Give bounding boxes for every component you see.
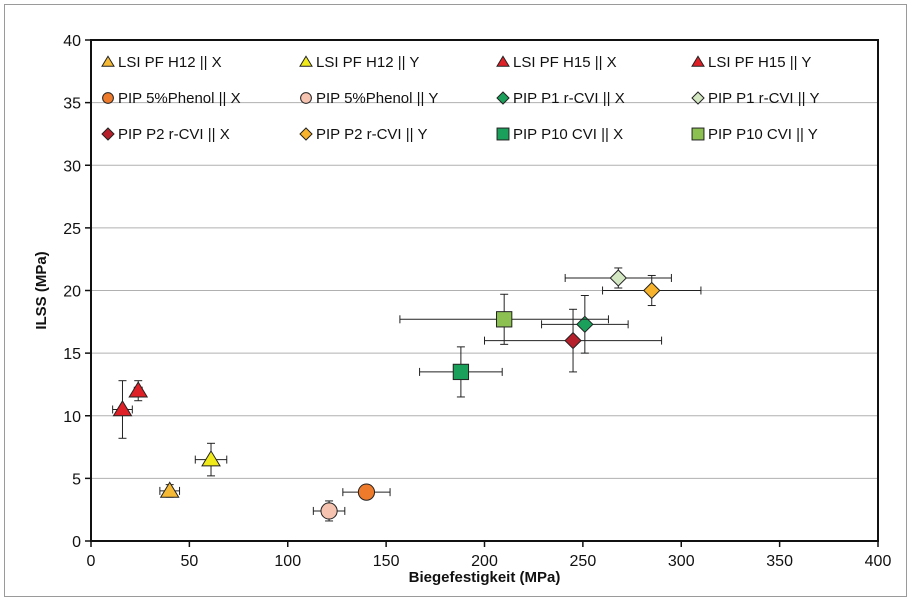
x-axis-label: Biegefestigkeit (MPa)	[409, 569, 561, 586]
y-tick-label-10: 10	[63, 409, 81, 426]
series-11-point-0-marker	[496, 311, 513, 328]
legend-label-4: PIP 5%Phenol || X	[118, 90, 241, 107]
legend-marker-9	[299, 127, 313, 141]
legend-marker-1	[299, 55, 313, 67]
x-tick-label-0: 0	[87, 553, 96, 570]
legend-marker-7	[691, 91, 705, 105]
legend-marker-8	[101, 127, 115, 141]
legend-marker-11	[691, 127, 705, 141]
y-tick-label-20: 20	[63, 284, 81, 301]
y-tick-label-40: 40	[63, 33, 81, 50]
legend-label-3: LSI PF H15 || Y	[708, 54, 811, 71]
legend-label-11: PIP P10 CVI || Y	[708, 126, 818, 143]
series-10-point-0-marker	[452, 363, 470, 381]
legend-label-5: PIP 5%Phenol || Y	[316, 90, 438, 107]
x-tick-label-350: 350	[766, 553, 793, 570]
legend-marker-10	[496, 127, 510, 141]
legend-marker-5	[300, 92, 312, 104]
legend-marker-6	[496, 91, 510, 105]
series-7-point-0-marker	[609, 269, 627, 287]
series-0-point-0-marker	[159, 481, 180, 498]
legend-label-0: LSI PF H12 || X	[118, 54, 222, 71]
legend-label-8: PIP P2 r-CVI || X	[118, 126, 230, 143]
legend-label-7: PIP P1 r-CVI || Y	[708, 90, 819, 107]
series-6-point-0-marker	[576, 315, 594, 334]
x-tick-label-200: 200	[471, 553, 498, 570]
x-tick-label-250: 250	[570, 553, 597, 570]
legend-label-1: LSI PF H12 || Y	[316, 54, 419, 71]
x-tick-label-300: 300	[668, 553, 695, 570]
y-tick-label-25: 25	[63, 221, 81, 238]
series-5-point-0-marker	[320, 502, 338, 520]
legend-label-2: LSI PF H15 || X	[513, 54, 617, 71]
x-tick-label-150: 150	[373, 553, 400, 570]
chart-frame	[4, 4, 907, 597]
legend-label-6: PIP P1 r-CVI || X	[513, 90, 625, 107]
legend-marker-0	[101, 55, 115, 67]
y-tick-label-5: 5	[72, 471, 81, 488]
y-axis-label: ILSS (MPa)	[33, 251, 50, 329]
legend-label-10: PIP P10 CVI || X	[513, 126, 623, 143]
x-tick-label-50: 50	[180, 553, 198, 570]
legend-marker-3	[691, 55, 705, 67]
x-tick-label-100: 100	[274, 553, 301, 570]
x-tick-label-400: 400	[865, 553, 892, 570]
series-4-point-0-marker	[357, 483, 376, 501]
y-tick-label-30: 30	[63, 158, 81, 175]
series-2-point-0-marker	[112, 399, 133, 417]
legend-marker-4	[102, 92, 114, 104]
series-1-point-0-marker	[201, 450, 221, 467]
legend-marker-2	[496, 55, 510, 67]
y-tick-label-15: 15	[63, 346, 81, 363]
y-tick-label-35: 35	[63, 96, 81, 113]
series-8-point-0-marker	[564, 331, 582, 350]
legend-label-9: PIP P2 r-CVI || Y	[316, 126, 427, 143]
series-3-point-0-marker	[128, 381, 149, 398]
y-tick-label-0: 0	[72, 534, 81, 551]
series-9-point-0-marker	[643, 281, 661, 300]
